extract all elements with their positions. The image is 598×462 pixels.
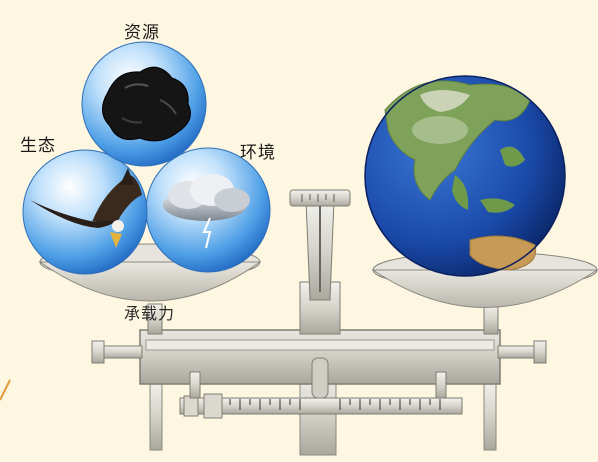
environment-sphere xyxy=(145,147,271,273)
capacity-label: 承载力 xyxy=(124,304,176,323)
ecology-label: 生态 xyxy=(20,136,56,156)
ecology-sphere xyxy=(22,149,148,275)
environment-label: 环境 xyxy=(240,143,276,163)
earth-globe-icon xyxy=(364,75,566,277)
eagle-icon xyxy=(30,168,142,248)
resource-label: 资源 xyxy=(124,23,160,43)
storm-cloud-icon xyxy=(163,174,250,249)
coal-lump-icon xyxy=(102,66,191,142)
resource-sphere xyxy=(81,41,207,167)
balance-body xyxy=(91,189,547,456)
